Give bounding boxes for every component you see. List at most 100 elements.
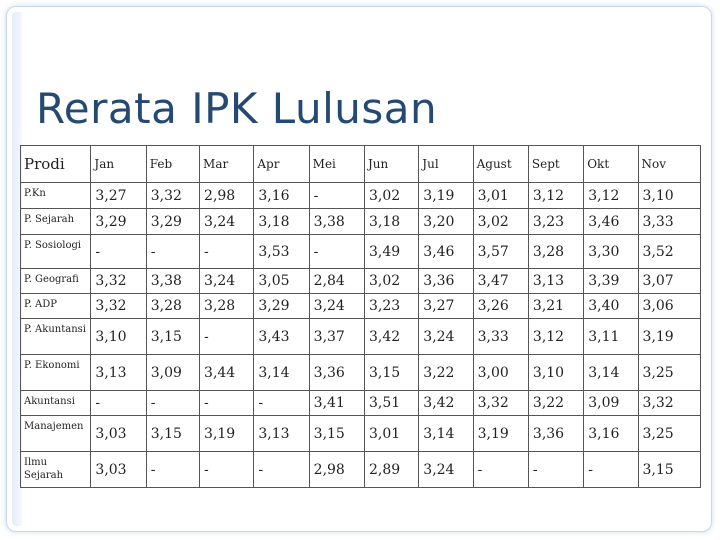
table-cell-value: 3,02 [363,182,420,209]
column-header-agust: Agust [472,145,529,183]
table-cell-value: 3,06 [637,293,702,319]
table-cell-value: 3,53 [253,234,310,269]
table-cell-value: 3,46 [583,208,639,235]
table-cell-value: 3,24 [199,268,255,294]
column-header-mei: Mei [308,145,365,183]
table-cell-value: 3,14 [583,354,639,391]
row-label-prodi: P. Sosiologi [19,234,92,269]
table-cell-value: 3,30 [583,234,639,269]
table-cell-value: 3,13 [253,415,310,452]
table-cell-value: - [199,234,255,269]
table-cell-value: 3,47 [472,268,529,294]
table-cell-value: - [527,451,585,488]
column-header-jun: Jun [363,145,420,183]
table-cell-value: 3,25 [637,354,702,391]
table-cell-value: 3,29 [145,208,201,235]
table-body: P.Kn 3,27 3,32 2,98 3,16-3,02 3,19 3,01 3,12 3,1… [19,182,702,488]
table-cell-value: 3,24 [199,208,255,235]
table-cell-value: 3,32 [145,182,201,209]
table-cell-value: 3,32 [90,293,147,319]
table-cell-value: 3,33 [637,208,702,235]
table-cell-value: 3,18 [363,208,420,235]
table-cell-value: 3,21 [527,293,585,319]
table-cell-value: 3,36 [308,354,365,391]
table-cell-value: 3,25 [637,415,702,452]
ipk-table: Prodi Jan Feb Mar Apr Mei Jun Jul Agust … [19,145,702,488]
row-label-prodi: P.Kn [19,182,92,209]
table-cell-value: 3,18 [253,208,310,235]
row-label-prodi: P. Geografi [19,268,92,294]
table-cell-value: 3,11 [583,318,639,355]
table-cell-value: 3,36 [418,268,474,294]
table-cell-value: 3,44 [199,354,255,391]
table-cell-value: - [308,234,365,269]
table-cell-value: 3,52 [637,234,702,269]
table-cell-value: 3,32 [90,268,147,294]
table-cell-value: 3,40 [583,293,639,319]
table-cell-value: 3,00 [472,354,529,391]
column-header-mar: Mar [199,145,255,183]
table-cell-value: - [583,451,639,488]
table-cell-value: - [145,451,201,488]
table-cell-value: - [199,318,255,355]
row-label-prodi: P. Sejarah [19,208,92,235]
column-header-jul: Jul [418,145,474,183]
table-cell-value: 3,28 [527,234,585,269]
column-header-nov: Nov [637,145,702,183]
table-cell-value: 3,10 [90,318,147,355]
table-cell-value: 3,15 [145,318,201,355]
table-cell-value: 3,07 [637,268,702,294]
table-row: P.Kn 3,27 3,32 2,98 3,16-3,02 3,19 3,01 3,12 3,1… [19,182,702,209]
slide-accent-bar [12,12,22,526]
table-row: Manajemen 3,03 3,15 3,19 3,13 3,15 3,01 3,14 3,1… [19,415,702,452]
table-cell-value: 3,29 [253,293,310,319]
table-cell-value: 3,12 [527,182,585,209]
table-cell-value: - [253,390,310,416]
table-cell-value: 3,46 [418,234,474,269]
table-cell-value: 3,41 [308,390,365,416]
table-cell-value: 3,42 [418,390,474,416]
table-cell-value: 3,27 [418,293,474,319]
table-cell-value: 3,19 [637,318,702,355]
table-cell-value: 3,22 [418,354,474,391]
table-cell-value: 3,33 [472,318,529,355]
table-cell-value: 3,51 [363,390,420,416]
table-cell-value: 3,13 [90,354,147,391]
table-cell-value: 3,19 [418,182,474,209]
table-cell-value: 3,14 [253,354,310,391]
row-label-prodi: P. Akuntansi [19,318,92,355]
table-cell-value: 3,29 [90,208,147,235]
table-cell-value: 3,16 [583,415,639,452]
table-cell-value: 3,24 [418,451,474,488]
table-cell-value: 3,10 [527,354,585,391]
table-cell-value: 2,98 [199,182,255,209]
table-cell-value: 3,38 [308,208,365,235]
table-cell-value: 3,28 [199,293,255,319]
table-row: Ilmu Sejarah 3,03- - -2,98 2,89 3,24- - -3,15 [19,451,702,488]
table-cell-value: 3,09 [583,390,639,416]
table-cell-value: 3,03 [90,415,147,452]
column-header-jan: Jan [90,145,147,183]
table-cell-value: 3,14 [418,415,474,452]
table-cell-value: 3,15 [145,415,201,452]
table-cell-value: - [90,234,147,269]
table-cell-value: 3,27 [90,182,147,209]
table-cell-value: 3,23 [363,293,420,319]
table-cell-value: 3,12 [527,318,585,355]
table-cell-value: 2,89 [363,451,420,488]
table-cell-value: 2,84 [308,268,365,294]
table-row: P. Sejarah 3,29 3,29 3,24 3,18 3,38 3,18 3,20 3,… [19,208,702,235]
table-cell-value: 3,15 [363,354,420,391]
table-cell-value: 3,57 [472,234,529,269]
table-cell-value: 3,39 [583,268,639,294]
table-cell-value: 3,10 [637,182,702,209]
column-header-apr: Apr [253,145,310,183]
table-cell-value: 3,24 [308,293,365,319]
table-cell-value: 3,13 [527,268,585,294]
table-cell-value: - [145,234,201,269]
table-cell-value: 3,02 [472,208,529,235]
table-row: P. Geografi 3,32 3,38 3,24 3,05 2,84 3,02 3,36 3… [19,268,702,294]
table-cell-value: - [90,390,147,416]
table-cell-value: 3,36 [527,415,585,452]
table-cell-value: 3,15 [637,451,702,488]
